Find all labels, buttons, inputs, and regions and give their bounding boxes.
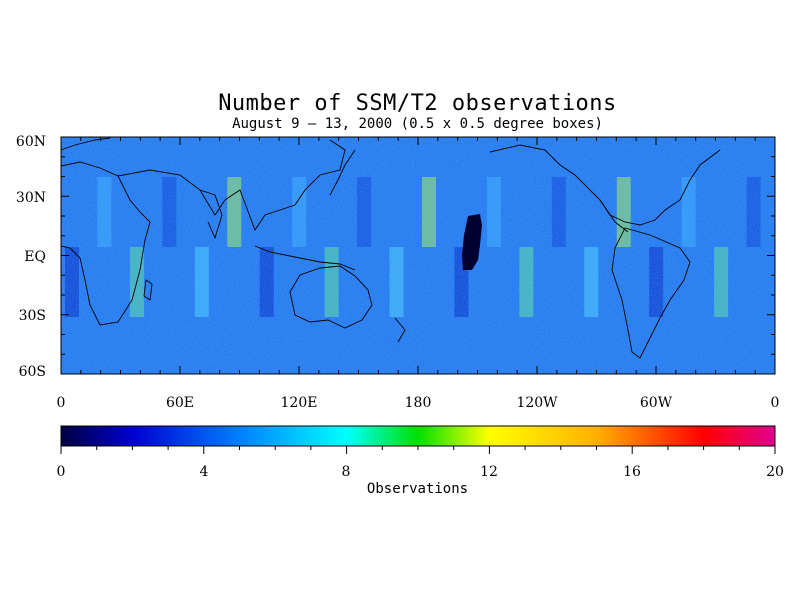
lat-label-30s: 30S xyxy=(18,308,46,324)
colorbar-axis-title: Observations xyxy=(366,481,469,497)
colorbar-label-0: 0 xyxy=(56,464,66,480)
lat-label-30n: 30N xyxy=(15,190,46,206)
lat-label-60n: 60N xyxy=(15,134,46,150)
lon-label-0-right: 0 xyxy=(770,395,780,411)
lat-label-60s: 60S xyxy=(18,364,46,380)
colorbar-label-4: 4 xyxy=(199,464,209,480)
colorbar-ticks xyxy=(60,446,776,454)
colorbar-label-20: 20 xyxy=(766,464,784,480)
lon-label-120e: 120E xyxy=(280,395,318,411)
lon-label-180: 180 xyxy=(404,395,432,411)
colorbar xyxy=(60,425,776,447)
colorbar-label-12: 12 xyxy=(480,464,498,480)
colorbar-label-8: 8 xyxy=(341,464,351,480)
coastlines xyxy=(61,137,721,359)
data-gap xyxy=(462,214,482,270)
colorbar-label-16: 16 xyxy=(623,464,641,480)
map-subtitle: August 9 – 13, 2000 (0.5 x 0.5 degree bo… xyxy=(232,116,603,132)
lon-label-60w: 60W xyxy=(639,395,673,411)
lat-label-eq: EQ xyxy=(24,249,46,265)
map-title: Number of SSM/T2 observations xyxy=(218,91,617,116)
lon-label-120w: 120W xyxy=(516,395,558,411)
axis-ticks xyxy=(60,136,776,375)
lon-label-0: 0 xyxy=(56,395,66,411)
observation-field xyxy=(61,137,775,374)
lon-label-60e: 60E xyxy=(165,395,195,411)
